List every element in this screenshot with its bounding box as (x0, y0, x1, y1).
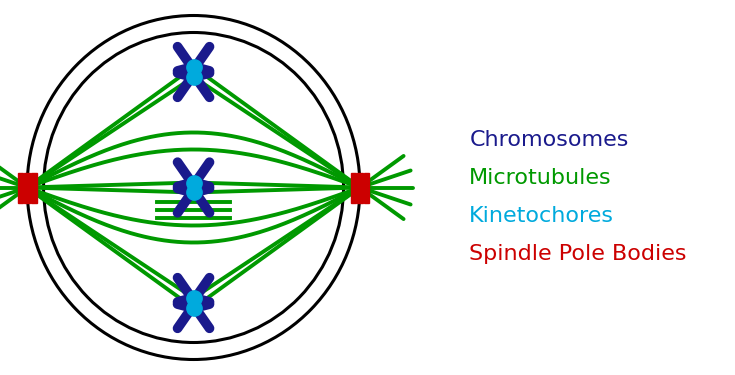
Text: Kinetochores: Kinetochores (470, 206, 614, 226)
Bar (351, 172, 356, 202)
Bar (357, 172, 362, 202)
Text: Chromosomes: Chromosomes (470, 130, 628, 150)
Bar (364, 172, 370, 202)
Bar (24, 172, 29, 202)
Bar (31, 172, 37, 202)
Text: Spindle Pole Bodies: Spindle Pole Bodies (470, 244, 686, 264)
Bar (18, 172, 23, 202)
Text: Microtubules: Microtubules (470, 168, 612, 188)
